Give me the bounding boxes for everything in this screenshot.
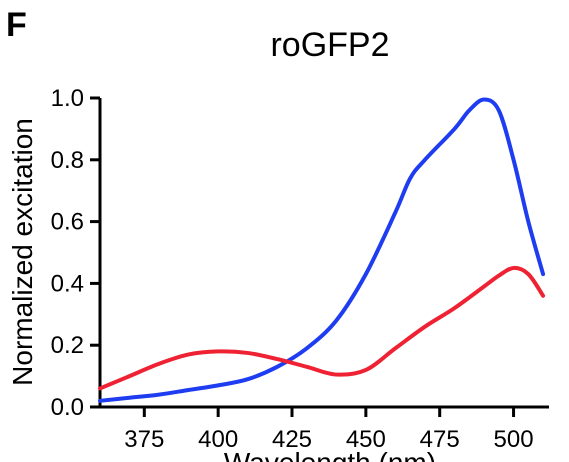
panel-label: F [6, 6, 27, 44]
x-tick-label: 375 [124, 426, 164, 453]
y-tick-label: 0.0 [51, 394, 84, 421]
y-axis-label: Normalized excitation [7, 118, 38, 386]
y-tick-label: 1.0 [51, 85, 84, 112]
x-tick-label: 500 [494, 426, 534, 453]
axes [98, 98, 549, 409]
y-tick-label: 0.2 [51, 332, 84, 359]
x-tick-label: 425 [272, 426, 312, 453]
x-tick-label: 400 [198, 426, 238, 453]
y-tick-label: 0.6 [51, 209, 84, 236]
x-ticks: 375 400 425 450 475 500 [124, 407, 534, 453]
x-tick-label: 475 [420, 426, 460, 453]
chart-title: roGFP2 [270, 26, 389, 64]
y-tick-label: 0.8 [51, 147, 84, 174]
y-ticks: 0.0 0.2 0.4 0.6 0.8 1.0 [51, 85, 100, 421]
series-line-red [98, 265, 546, 391]
series-group [98, 97, 546, 403]
y-tick-label: 0.4 [51, 270, 84, 297]
series-line-blue [98, 97, 546, 403]
x-axis-label: Wavelength (nm) [224, 447, 436, 462]
x-tick-label: 450 [346, 426, 386, 453]
